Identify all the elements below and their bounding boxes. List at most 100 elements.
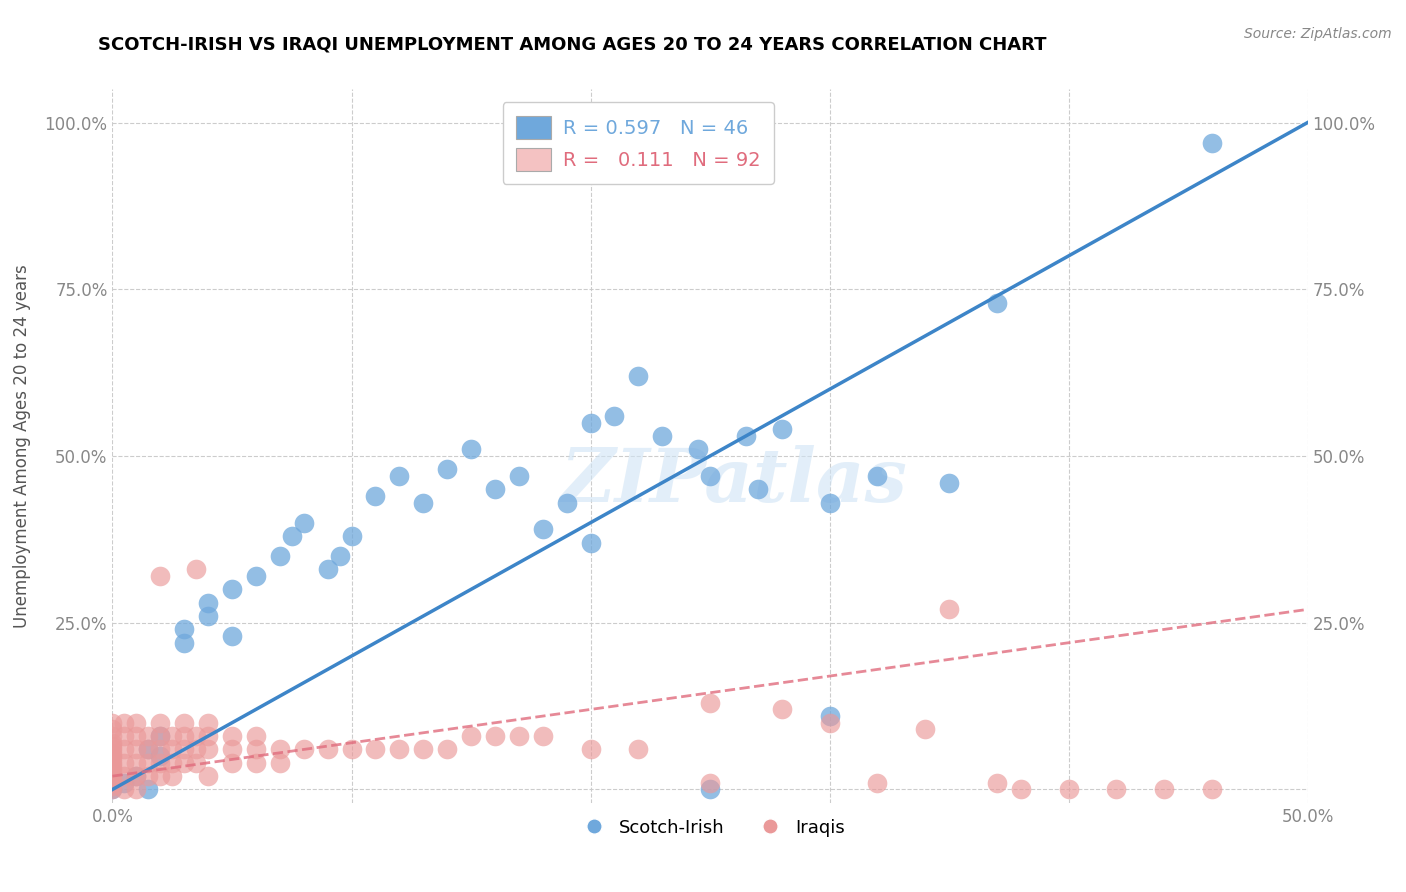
Point: [162, 729, 183, 743]
Point: [114, 776, 135, 790]
Point: [125, 782, 148, 797]
Point: [579, 535, 602, 549]
Point: [101, 769, 124, 783]
Point: [149, 715, 172, 730]
Point: [770, 702, 793, 716]
Point: [699, 696, 721, 710]
Point: [269, 756, 291, 770]
Point: [114, 715, 135, 730]
Point: [221, 756, 243, 770]
Point: [770, 422, 793, 436]
Point: [818, 709, 841, 723]
Point: [101, 756, 124, 770]
Point: [173, 623, 195, 637]
Point: [101, 736, 124, 750]
Point: [269, 742, 291, 756]
Point: [149, 749, 172, 764]
Point: [173, 756, 195, 770]
Legend: Scotch-Irish, Iraqis: Scotch-Irish, Iraqis: [568, 812, 852, 844]
Point: [221, 629, 243, 643]
Point: [508, 729, 530, 743]
Point: [162, 742, 183, 756]
Point: [914, 723, 936, 737]
Point: [460, 729, 482, 743]
Point: [699, 782, 721, 797]
Point: [221, 742, 243, 756]
Point: [735, 429, 758, 443]
Point: [245, 756, 267, 770]
Point: [412, 496, 434, 510]
Point: [125, 769, 148, 783]
Point: [986, 776, 1008, 790]
Point: [197, 769, 219, 783]
Point: [101, 742, 124, 756]
Point: [818, 496, 841, 510]
Point: [269, 549, 291, 563]
Point: [186, 562, 208, 576]
Point: [101, 772, 124, 787]
Point: [149, 569, 172, 583]
Point: [579, 416, 602, 430]
Point: [149, 769, 172, 783]
Point: [866, 776, 889, 790]
Point: [1201, 782, 1223, 797]
Point: [149, 729, 172, 743]
Point: [388, 469, 411, 483]
Point: [436, 462, 458, 476]
Point: [173, 636, 195, 650]
Point: [101, 765, 124, 780]
Point: [818, 715, 841, 730]
Point: [125, 742, 148, 756]
Point: [125, 715, 148, 730]
Point: [364, 489, 387, 503]
Point: [484, 729, 506, 743]
Point: [1153, 782, 1175, 797]
Point: [603, 409, 626, 423]
Point: [101, 763, 124, 777]
Point: [245, 729, 267, 743]
Point: [197, 609, 219, 624]
Point: [186, 729, 208, 743]
Point: [186, 756, 208, 770]
Point: [101, 749, 124, 764]
Point: [173, 742, 195, 756]
Point: [138, 742, 160, 756]
Point: [173, 715, 195, 730]
Point: [101, 782, 124, 797]
Point: [388, 742, 411, 756]
Point: [627, 742, 650, 756]
Point: [747, 483, 769, 497]
Point: [186, 742, 208, 756]
Point: [197, 715, 219, 730]
Point: [866, 469, 889, 483]
Point: [125, 769, 148, 783]
Point: [173, 729, 195, 743]
Point: [125, 729, 148, 743]
Point: [364, 742, 387, 756]
Point: [138, 729, 160, 743]
Point: [138, 742, 160, 756]
Point: [114, 729, 135, 743]
Point: [627, 368, 650, 383]
Point: [162, 756, 183, 770]
Text: ZIPatlas: ZIPatlas: [561, 445, 907, 518]
Point: [138, 756, 160, 770]
Point: [162, 769, 183, 783]
Point: [149, 742, 172, 756]
Point: [149, 729, 172, 743]
Point: [938, 475, 960, 490]
Point: [245, 742, 267, 756]
Point: [125, 756, 148, 770]
Point: [1057, 782, 1080, 797]
Point: [221, 729, 243, 743]
Point: [436, 742, 458, 756]
Point: [460, 442, 482, 457]
Point: [197, 596, 219, 610]
Point: [316, 742, 339, 756]
Point: [101, 752, 124, 766]
Point: [292, 516, 315, 530]
Point: [114, 756, 135, 770]
Point: [555, 496, 578, 510]
Point: [412, 742, 434, 756]
Point: [531, 729, 554, 743]
